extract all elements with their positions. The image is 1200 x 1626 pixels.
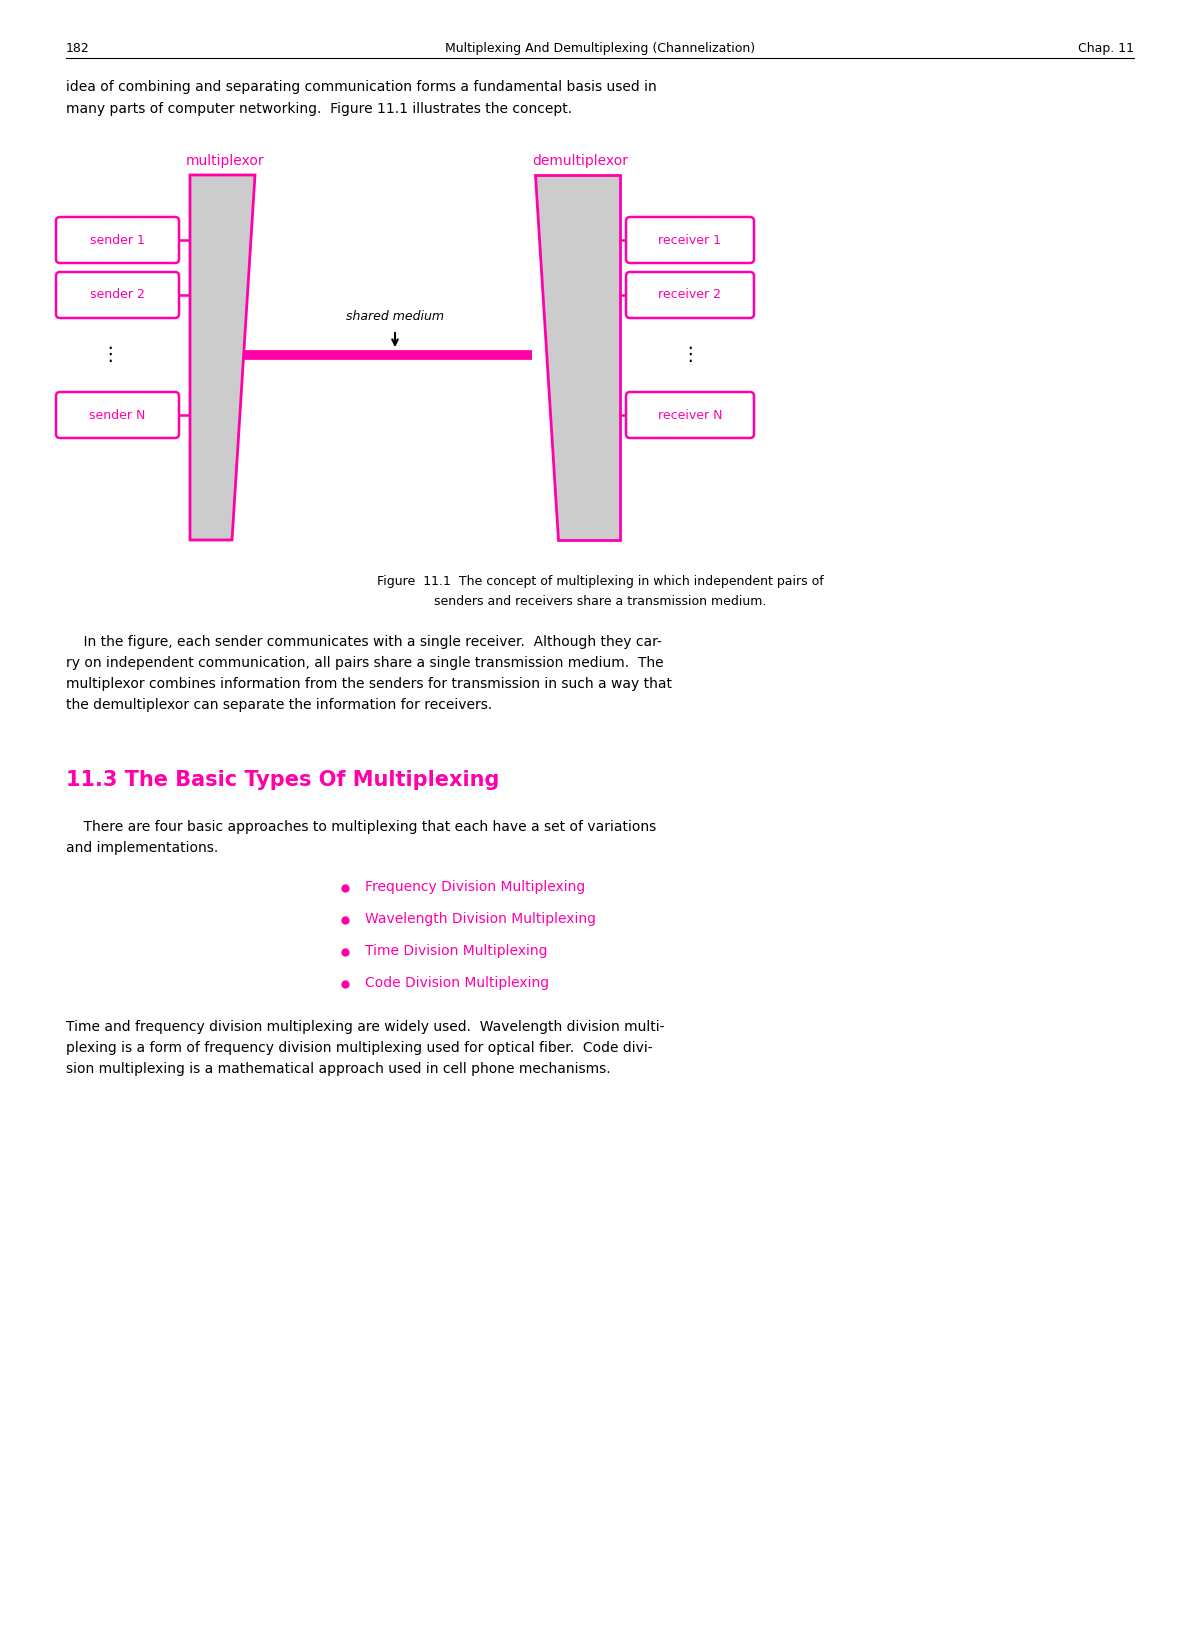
Polygon shape xyxy=(535,176,620,540)
FancyBboxPatch shape xyxy=(56,272,179,319)
FancyBboxPatch shape xyxy=(626,392,754,437)
Text: many parts of computer networking.  Figure 11.1 illustrates the concept.: many parts of computer networking. Figur… xyxy=(66,102,572,115)
Text: sender N: sender N xyxy=(89,408,145,421)
Text: and implementations.: and implementations. xyxy=(66,841,218,855)
Text: Chap. 11: Chap. 11 xyxy=(1078,42,1134,55)
Polygon shape xyxy=(190,176,256,540)
Text: Multiplexing And Demultiplexing (Channelization): Multiplexing And Demultiplexing (Channel… xyxy=(445,42,755,55)
Text: multiplexor combines information from the senders for transmission in such a way: multiplexor combines information from th… xyxy=(66,676,672,691)
Text: 182: 182 xyxy=(66,42,90,55)
Text: Code Division Multiplexing: Code Division Multiplexing xyxy=(365,976,550,990)
Text: sender 1: sender 1 xyxy=(90,234,145,247)
Text: demultiplexor: demultiplexor xyxy=(532,154,628,167)
Text: In the figure, each sender communicates with a single receiver.  Although they c: In the figure, each sender communicates … xyxy=(66,636,662,649)
Text: shared medium: shared medium xyxy=(346,311,444,324)
Text: senders and receivers share a transmission medium.: senders and receivers share a transmissi… xyxy=(434,595,766,608)
FancyBboxPatch shape xyxy=(626,216,754,263)
Text: Frequency Division Multiplexing: Frequency Division Multiplexing xyxy=(365,880,586,894)
Text: Figure  11.1  The concept of multiplexing in which independent pairs of: Figure 11.1 The concept of multiplexing … xyxy=(377,576,823,589)
Text: 11.3 The Basic Types Of Multiplexing: 11.3 The Basic Types Of Multiplexing xyxy=(66,771,499,790)
Text: ⋮: ⋮ xyxy=(680,345,700,364)
Text: ⋮: ⋮ xyxy=(101,345,120,364)
Text: ry on independent communication, all pairs share a single transmission medium.  : ry on independent communication, all pai… xyxy=(66,655,664,670)
Text: idea of combining and separating communication forms a fundamental basis used in: idea of combining and separating communi… xyxy=(66,80,656,94)
Text: sender 2: sender 2 xyxy=(90,288,145,301)
Text: receiver N: receiver N xyxy=(658,408,722,421)
FancyBboxPatch shape xyxy=(626,272,754,319)
Text: the demultiplexor can separate the information for receivers.: the demultiplexor can separate the infor… xyxy=(66,698,492,712)
Text: Time and frequency division multiplexing are widely used.  Wavelength division m: Time and frequency division multiplexing… xyxy=(66,1020,665,1034)
Text: Time Division Multiplexing: Time Division Multiplexing xyxy=(365,945,547,958)
Text: receiver 2: receiver 2 xyxy=(659,288,721,301)
Text: receiver 1: receiver 1 xyxy=(659,234,721,247)
Text: Wavelength Division Multiplexing: Wavelength Division Multiplexing xyxy=(365,912,596,925)
FancyBboxPatch shape xyxy=(56,392,179,437)
Text: sion multiplexing is a mathematical approach used in cell phone mechanisms.: sion multiplexing is a mathematical appr… xyxy=(66,1062,611,1076)
FancyBboxPatch shape xyxy=(56,216,179,263)
Text: There are four basic approaches to multiplexing that each have a set of variatio: There are four basic approaches to multi… xyxy=(66,820,656,834)
Text: multiplexor: multiplexor xyxy=(186,154,264,167)
Text: plexing is a form of frequency division multiplexing used for optical fiber.  Co: plexing is a form of frequency division … xyxy=(66,1041,653,1055)
